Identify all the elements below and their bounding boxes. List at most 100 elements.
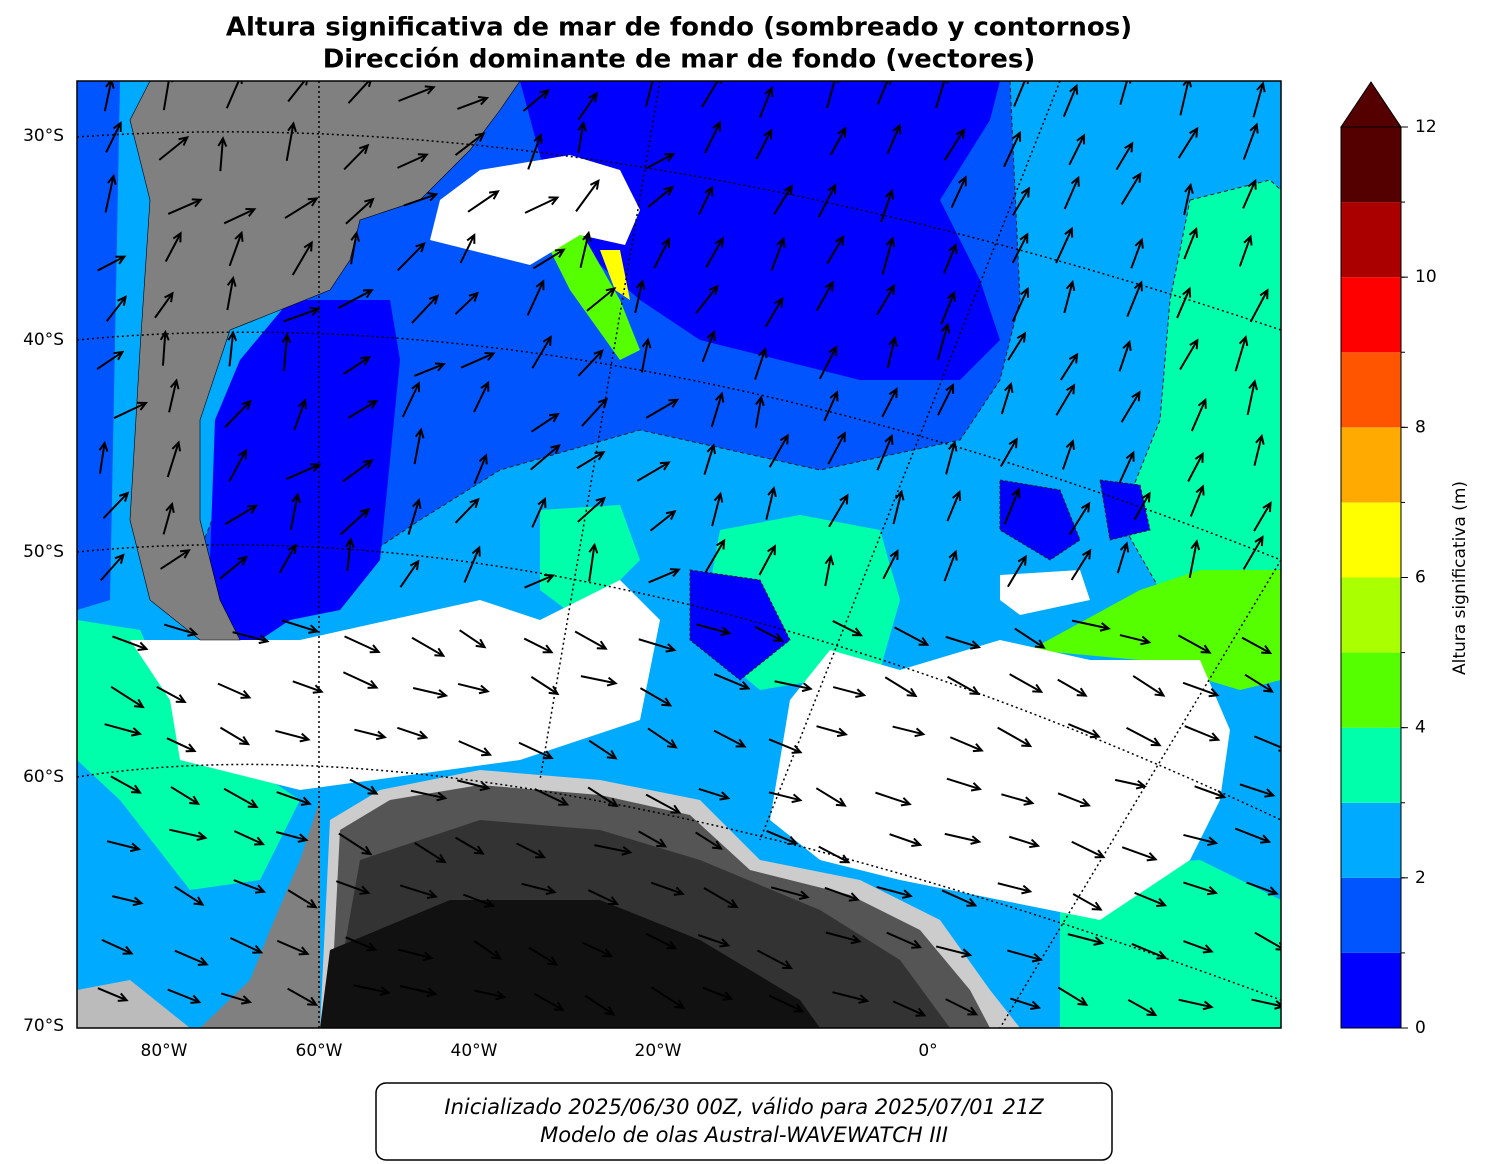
swell-arrow bbox=[645, 152, 676, 170]
swell-arrow bbox=[397, 948, 434, 961]
swell-arrow bbox=[1057, 678, 1088, 697]
swell-arrow bbox=[697, 934, 731, 948]
swell-arrow bbox=[397, 153, 429, 169]
swell-arrow bbox=[1252, 81, 1266, 118]
lat-label: 30°S bbox=[23, 126, 64, 146]
swell-arrow bbox=[936, 322, 951, 361]
swell-arrow bbox=[411, 636, 446, 657]
swell-arrow bbox=[275, 729, 311, 743]
colorbar-band bbox=[1341, 802, 1401, 878]
swell-arrow bbox=[1007, 331, 1027, 361]
region-low bbox=[430, 155, 640, 265]
swell-arrow bbox=[343, 143, 370, 171]
region-4m bbox=[1119, 179, 1281, 591]
map bbox=[77, 81, 1281, 1028]
swell-arrow bbox=[577, 120, 588, 153]
swell-arrow bbox=[225, 81, 243, 109]
swell-arrow bbox=[337, 289, 374, 309]
swell-arrow bbox=[275, 831, 309, 843]
swell-arrow bbox=[289, 492, 302, 531]
swell-arrow bbox=[232, 631, 270, 645]
swell-arrow bbox=[582, 941, 614, 958]
swell-arrow bbox=[1187, 451, 1204, 482]
swell-arrow bbox=[233, 879, 267, 894]
swell-arrow bbox=[945, 440, 958, 475]
swell-arrow bbox=[1126, 280, 1143, 318]
swell-arrow bbox=[886, 123, 902, 155]
swell-arrow bbox=[518, 741, 554, 760]
swell-arrow bbox=[1118, 450, 1135, 484]
swell-arrow bbox=[876, 283, 896, 316]
swell-arrow bbox=[934, 81, 949, 109]
swell-arrow bbox=[105, 295, 127, 322]
swell-arrow bbox=[398, 85, 436, 102]
swell-arrow bbox=[636, 461, 671, 482]
swell-arrow bbox=[1012, 186, 1031, 216]
title-line: Dirección dominante de mar de fondo (vec… bbox=[323, 45, 1036, 75]
swell-arrow bbox=[399, 985, 438, 998]
swell-arrow bbox=[574, 630, 608, 650]
swell-arrow bbox=[167, 988, 202, 1004]
swell-arrow bbox=[347, 81, 372, 104]
swell-arrow bbox=[454, 132, 486, 156]
swell-arrow bbox=[1242, 535, 1264, 570]
swell-arrow bbox=[1060, 352, 1079, 381]
region-1m bbox=[689, 479, 1151, 681]
colorbar-band bbox=[1341, 202, 1401, 278]
swell-arrow bbox=[829, 126, 847, 156]
swell-arrow bbox=[524, 573, 556, 589]
swell-arrow bbox=[1183, 833, 1219, 847]
swell-arrow bbox=[876, 885, 914, 899]
swell-arrow bbox=[110, 775, 142, 794]
swell-arrow bbox=[943, 128, 966, 161]
swell-arrow bbox=[223, 208, 257, 225]
swell-arrow bbox=[754, 625, 784, 642]
swell-arrow bbox=[1116, 541, 1130, 574]
swell-arrow bbox=[349, 778, 379, 795]
map-frame bbox=[76, 80, 1282, 1029]
swell-arrow bbox=[1177, 126, 1199, 159]
swell-arrow bbox=[531, 496, 547, 528]
graticule bbox=[77, 81, 1281, 1028]
swell-arrow bbox=[281, 332, 292, 372]
swell-arrow bbox=[276, 939, 310, 956]
swell-arrow bbox=[533, 992, 565, 1011]
swell-arrow bbox=[454, 497, 480, 524]
swell-arrow bbox=[1241, 636, 1273, 655]
swell-arrow bbox=[1244, 673, 1274, 693]
swell-arrow bbox=[1132, 675, 1166, 697]
swell-arrow bbox=[166, 737, 197, 753]
swell-arrow bbox=[1238, 234, 1253, 267]
swell-arrow bbox=[413, 427, 425, 465]
swell-arrow bbox=[1133, 491, 1151, 521]
swell-arrow bbox=[97, 987, 129, 1002]
title-line: Altura significativa de mar de fondo (so… bbox=[226, 13, 1132, 43]
swell-arrow bbox=[1176, 286, 1192, 319]
swell-arrow bbox=[106, 840, 142, 853]
colorbar-tick-label: 10 bbox=[1415, 267, 1437, 287]
swell-arrow bbox=[281, 619, 320, 634]
swell-arrow bbox=[713, 729, 747, 748]
swell-arrow bbox=[217, 682, 252, 699]
swell-arrow bbox=[156, 685, 187, 704]
swell-arrow bbox=[276, 791, 312, 806]
colorbar-band bbox=[1341, 877, 1401, 953]
swell-arrow bbox=[638, 638, 677, 653]
lat-label: 60°S bbox=[23, 767, 64, 787]
swell-arrow bbox=[828, 493, 849, 528]
swell-arrow bbox=[881, 236, 896, 275]
footer-box bbox=[375, 1082, 1113, 1161]
swell-arrow bbox=[1183, 881, 1219, 896]
swell-arrow bbox=[1067, 933, 1105, 946]
lon-label: 60°W bbox=[296, 1041, 343, 1061]
region-low bbox=[130, 580, 660, 790]
swell-arrow bbox=[638, 830, 668, 848]
swell-arrow bbox=[459, 629, 487, 649]
swell-arrow bbox=[335, 880, 371, 895]
swell-arrow bbox=[1118, 339, 1132, 372]
swell-arrow bbox=[1127, 998, 1158, 1017]
swell-arrow bbox=[713, 673, 751, 690]
swell-arrow bbox=[1068, 133, 1086, 166]
swell-arrow bbox=[1003, 487, 1021, 525]
swell-arrow bbox=[413, 362, 446, 377]
